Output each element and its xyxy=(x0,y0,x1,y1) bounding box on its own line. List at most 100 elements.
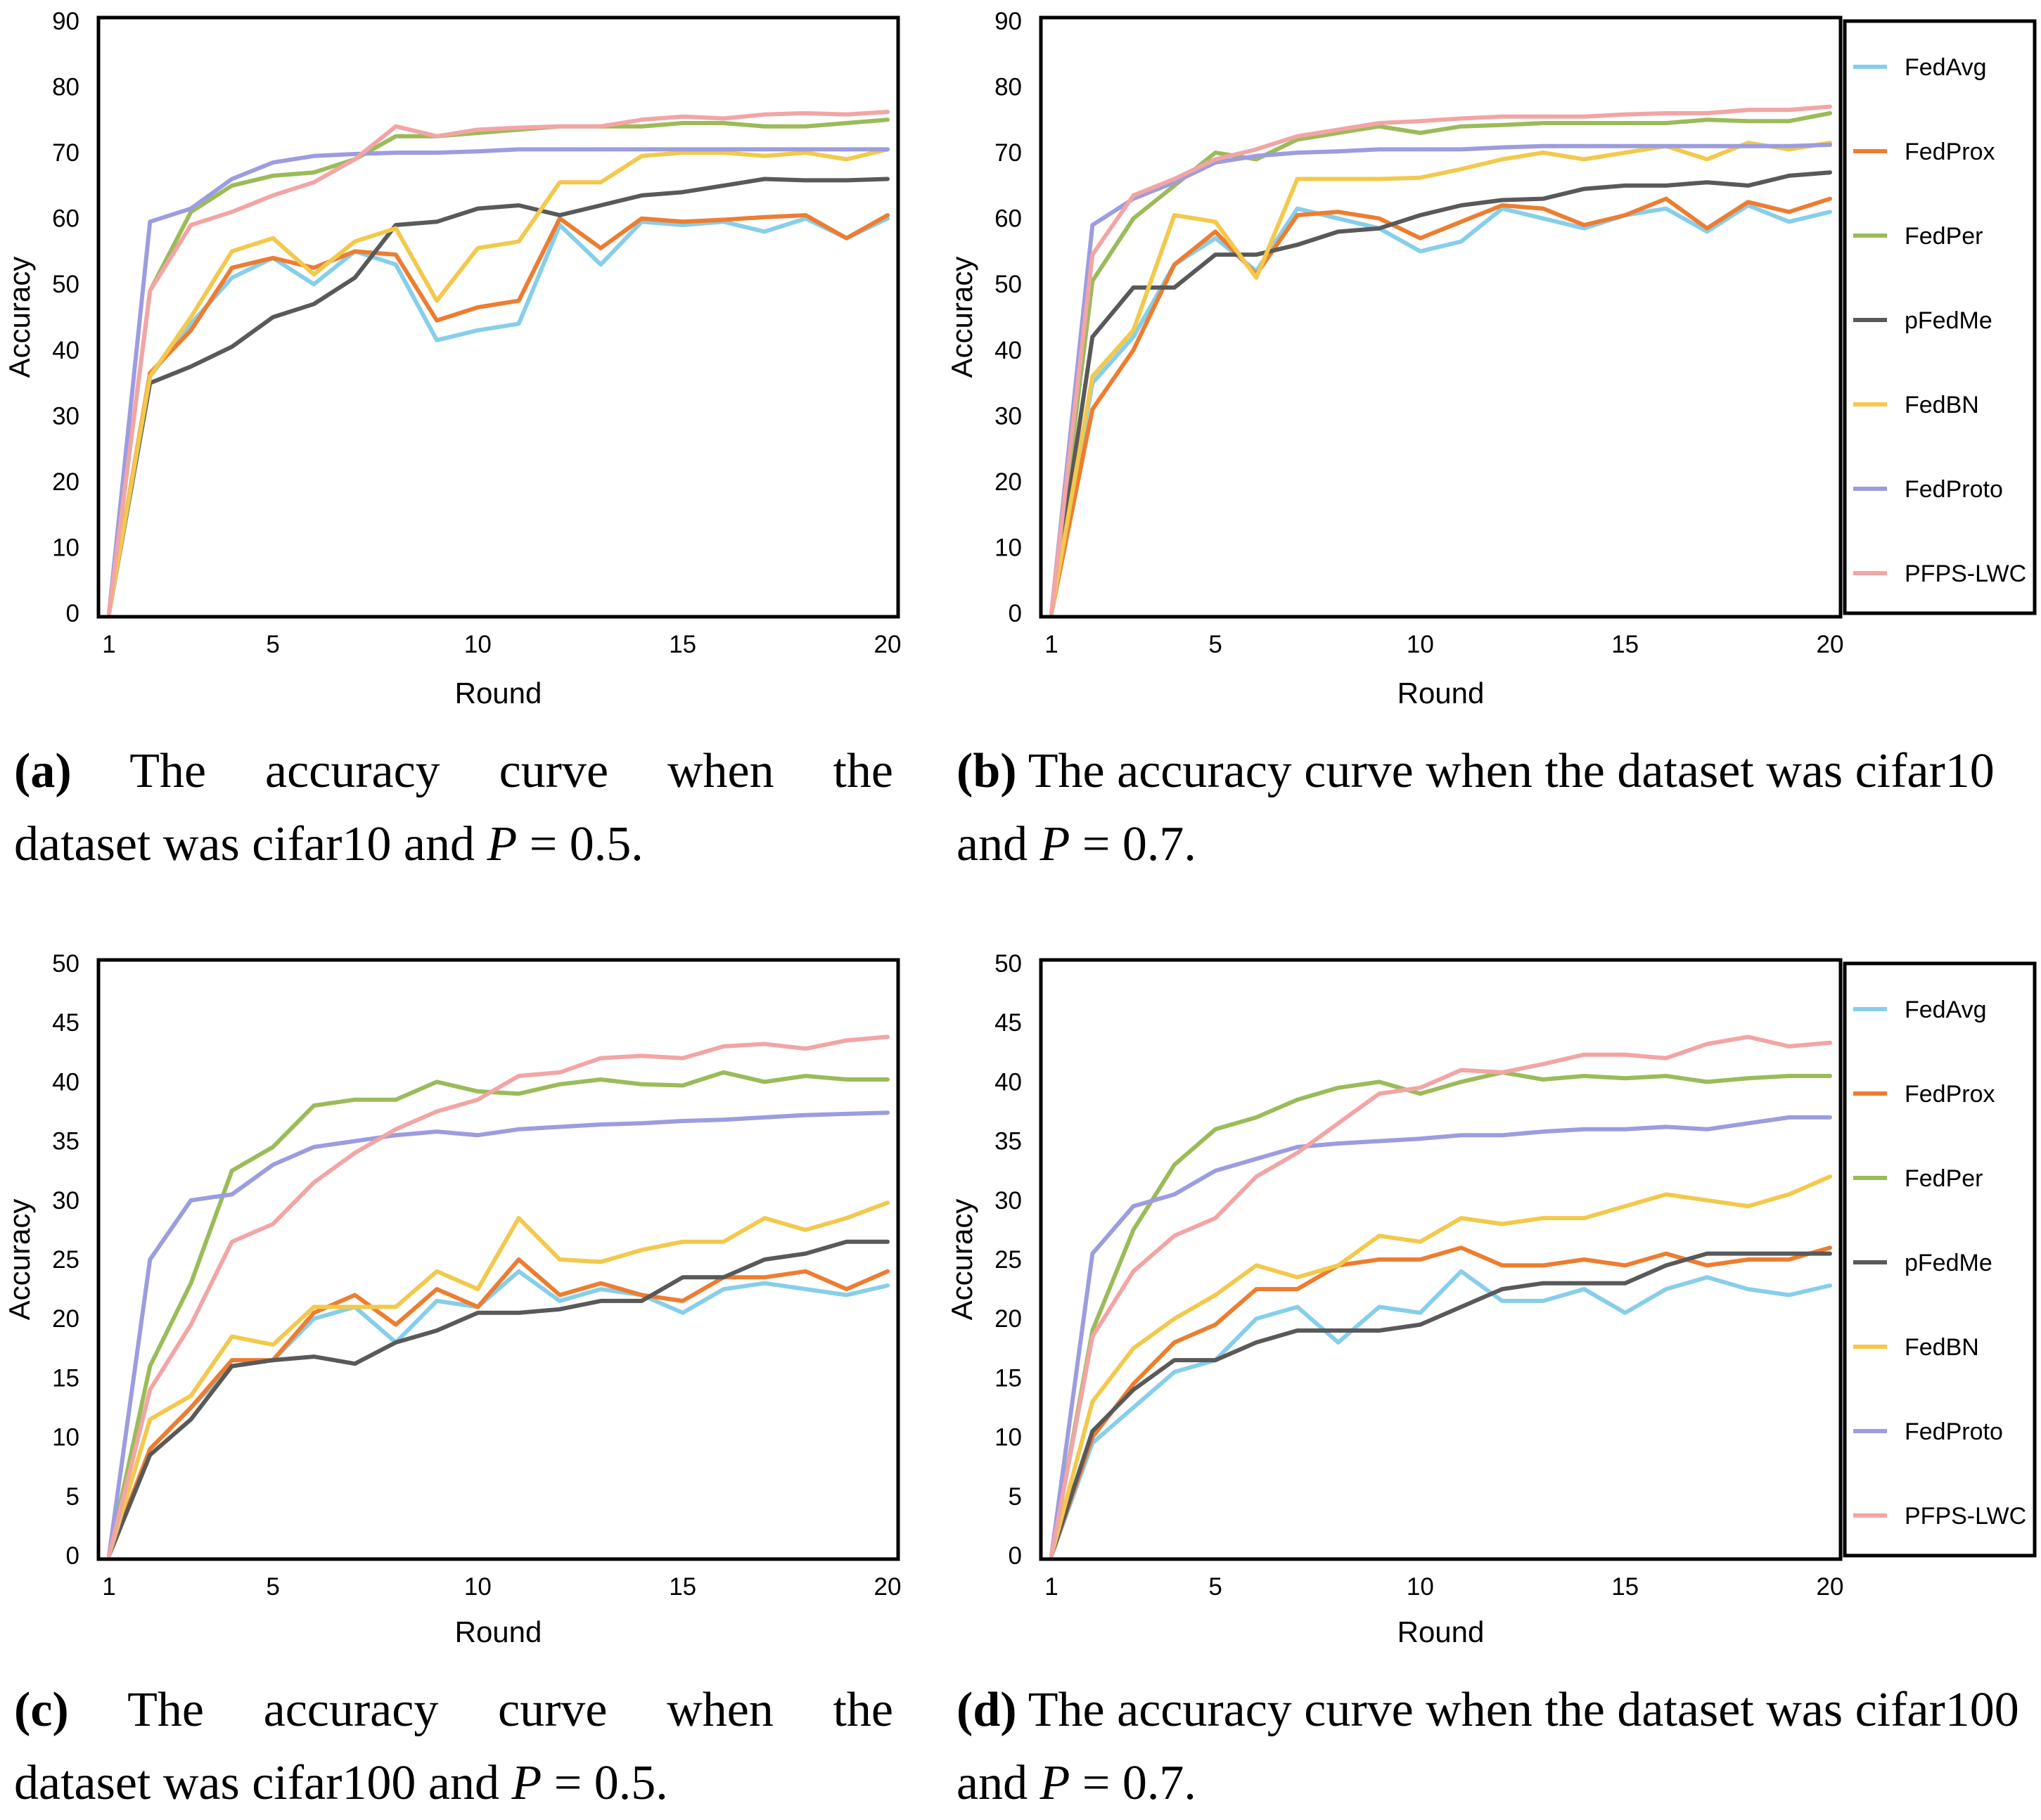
chart-c-xtick-label: 20 xyxy=(874,1573,902,1601)
chart-b-ytick-label: 80 xyxy=(994,74,1022,101)
chart-d-series-fedavg xyxy=(1049,1269,1832,1558)
chart-d-legend-box xyxy=(1843,961,2037,1558)
chart-c-series-fedper xyxy=(107,1070,890,1558)
chart-b-legend-label-fedproto: FedProto xyxy=(1905,476,2003,503)
chart-a-series-pfedme xyxy=(107,177,890,615)
chart-b-xtick-label: 20 xyxy=(1817,631,1844,658)
chart-d-xtick-label: 5 xyxy=(1208,1573,1222,1601)
chart-b-ytick-label: 0 xyxy=(1009,600,1022,627)
chart-d-series-fedper xyxy=(1049,1070,1832,1558)
chart-d-xtick-label: 1 xyxy=(1044,1573,1058,1601)
chart-b-series-fedavg xyxy=(1049,203,1832,615)
chart-a-series-fedavg xyxy=(107,216,890,615)
chart-d-series-fedproto xyxy=(1049,1115,1832,1558)
chart-d-ytick-label: 20 xyxy=(994,1305,1022,1333)
caption-d: (d) The accuracy curve when the dataset … xyxy=(956,1683,2019,1810)
chart-c-ytick-label: 20 xyxy=(52,1305,79,1333)
chart-b-legend-label-pfedme: pFedMe xyxy=(1905,307,1992,334)
chart-b-ytick-label: 40 xyxy=(994,337,1022,364)
chart-c-ytick-label: 10 xyxy=(52,1424,79,1451)
chart-panel-d: 0 5 10 15 20 25 30 35 40 45 50 1 5 10 15 20 Round Accurac… xyxy=(942,942,2041,1653)
chart-b-ytick-label: 60 xyxy=(994,205,1022,233)
chart-a-ytick-label: 10 xyxy=(52,534,79,561)
chart-b-y-axis-label: Accuracy xyxy=(945,257,978,378)
chart-b-ytick-label: 90 xyxy=(994,8,1022,35)
chart-panel-b: 0 10 20 30 40 50 60 70 80 90 1 5 10 15 20 Round Accuracy… xyxy=(942,0,2041,717)
chart-b-ytick-label: 30 xyxy=(994,402,1022,430)
chart-a-ytick-label: 60 xyxy=(52,205,79,233)
chart-a-xtick-label: 15 xyxy=(669,631,696,658)
chart-c-ytick-label: 25 xyxy=(52,1246,79,1274)
chart-c-plot-frame xyxy=(96,958,900,1561)
chart-b-legend-label-pfps-lwc: PFPS-LWC xyxy=(1905,560,2026,587)
chart-b-xtick-label: 15 xyxy=(1611,631,1639,658)
chart-a-ytick-label: 40 xyxy=(52,337,79,364)
chart-a-series-fedper xyxy=(107,117,890,615)
chart-a-x-axis-label: Round xyxy=(455,677,542,710)
chart-b-series-pfps-lwc xyxy=(1049,104,1832,615)
chart-d-ytick-label: 0 xyxy=(1009,1542,1022,1570)
chart-a-ytick-label: 50 xyxy=(52,271,79,298)
chart-b-ytick-label: 50 xyxy=(994,271,1022,298)
chart-d-xtick-label: 20 xyxy=(1817,1573,1844,1601)
chart-c-ytick-label: 5 xyxy=(66,1483,79,1511)
chart-a-y-axis-label: Accuracy xyxy=(3,257,36,378)
chart-a-xtick-label: 1 xyxy=(102,631,115,658)
chart-d-ytick-label: 35 xyxy=(994,1128,1022,1155)
chart-panel-c: 0 5 10 15 20 25 30 35 40 45 50 1 5 10 15 20 Round Accurac… xyxy=(0,942,914,1653)
chart-b-xtick-label: 5 xyxy=(1208,631,1222,658)
chart-a-series-fedprox xyxy=(107,213,890,615)
chart-b-ytick-label: 70 xyxy=(994,139,1022,167)
chart-b-legend-label-fedbn: FedBN xyxy=(1905,392,1979,418)
chart-d-xtick-label: 15 xyxy=(1611,1573,1639,1601)
chart-b-legend-label-fedavg: FedAvg xyxy=(1905,54,1987,81)
chart-c-series-pfedme xyxy=(107,1239,890,1558)
chart-b-ytick-label: 10 xyxy=(994,534,1022,561)
chart-d-legend-label-fedper: FedPer xyxy=(1905,1165,1983,1192)
chart-b-xtick-label: 10 xyxy=(1407,631,1434,658)
chart-b-series-fedper xyxy=(1049,111,1832,615)
chart-d-legend-label-fedprox: FedProx xyxy=(1905,1081,1995,1108)
chart-c-x-axis-label: Round xyxy=(455,1615,542,1648)
chart-d-ytick-label: 5 xyxy=(1009,1483,1022,1511)
chart-c-ytick-label: 0 xyxy=(66,1542,79,1570)
chart-d-legend-label-fedbn: FedBN xyxy=(1905,1334,1979,1361)
chart-c-series-fedprox xyxy=(107,1257,890,1558)
chart-b-xtick-label: 1 xyxy=(1044,631,1058,658)
chart-panel-a: 0 10 20 30 40 50 60 70 80 90 1 5 10 15 20 Round Accuracy xyxy=(0,0,914,717)
chart-d-series-fedbn xyxy=(1049,1174,1832,1558)
chart-d-xtick-label: 10 xyxy=(1407,1573,1434,1601)
chart-a-series-fedproto xyxy=(107,147,890,615)
chart-b-ytick-label: 20 xyxy=(994,468,1022,496)
chart-b-series-fedbn xyxy=(1049,141,1832,615)
chart-c-xtick-label: 5 xyxy=(266,1573,279,1601)
chart-d-ytick-label: 40 xyxy=(994,1068,1022,1096)
caption-b: (b) The accuracy curve when the dataset … xyxy=(956,744,1995,871)
chart-d-y-axis-label: Accuracy xyxy=(945,1199,978,1321)
chart-c-ytick-label: 35 xyxy=(52,1128,79,1155)
chart-c-xtick-label: 1 xyxy=(102,1573,115,1601)
chart-b-plot-frame xyxy=(1039,15,1843,619)
chart-a-xtick-label: 20 xyxy=(874,631,902,658)
chart-d-ytick-label: 45 xyxy=(994,1009,1022,1037)
chart-d-plot-frame xyxy=(1039,958,1843,1561)
chart-b-series-pfedme xyxy=(1049,170,1832,615)
chart-d-ytick-label: 15 xyxy=(994,1364,1022,1392)
chart-b-series-fedproto xyxy=(1049,142,1832,615)
chart-a-ytick-label: 30 xyxy=(52,402,79,430)
chart-a-ytick-label: 0 xyxy=(66,600,79,627)
chart-c-xtick-label: 15 xyxy=(669,1573,696,1601)
chart-a-xtick-label: 10 xyxy=(464,631,492,658)
chart-b-legend-label-fedper: FedPer xyxy=(1905,223,1983,250)
chart-d-ytick-label: 30 xyxy=(994,1187,1022,1215)
chart-c-ytick-label: 30 xyxy=(52,1187,79,1215)
chart-b-legend-box xyxy=(1843,19,2037,615)
chart-d-legend-label-fedproto: FedProto xyxy=(1905,1418,2003,1445)
chart-b-legend-label-fedprox: FedProx xyxy=(1905,139,1995,165)
chart-b-x-axis-label: Round xyxy=(1397,677,1485,710)
chart-c-series-pfps-lwc xyxy=(107,1034,890,1558)
chart-a-plot-frame xyxy=(96,15,900,619)
